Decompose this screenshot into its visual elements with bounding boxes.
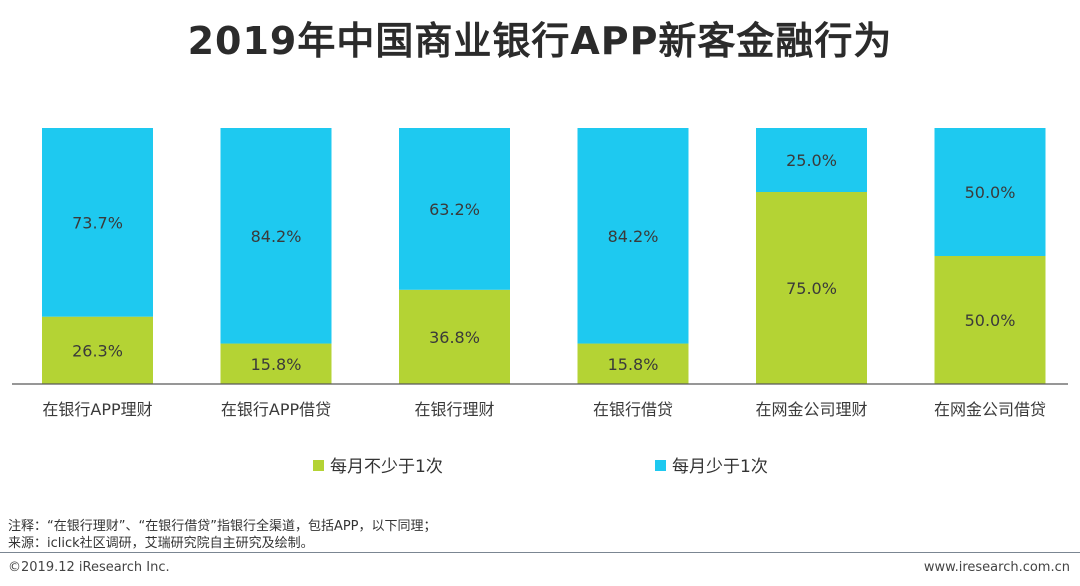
data-label: 84.2% (251, 227, 302, 246)
data-label: 75.0% (786, 279, 837, 298)
bar-segment-less-than-once (220, 128, 332, 344)
bar-segment-at-least-once (577, 343, 689, 384)
category-label: 在银行APP借贷 (221, 400, 331, 419)
bar-segment-at-least-once (399, 289, 510, 384)
data-label: 15.8% (251, 355, 302, 374)
footer-divider (0, 552, 1080, 553)
data-label: 15.8% (608, 355, 659, 374)
category-label: 在银行借贷 (593, 400, 673, 419)
bar-segment-less-than-once (399, 128, 510, 290)
bar-segment-at-least-once (220, 343, 332, 384)
copyright: ©2019.12 iResearch Inc. (8, 560, 170, 575)
chart-source: 来源：iclick社区调研，艾瑞研究院自主研究及绘制。 (8, 536, 314, 551)
data-label: 50.0% (965, 311, 1016, 330)
bar-segment-less-than-once (577, 128, 689, 344)
bar-segment-at-least-once (42, 316, 153, 384)
data-label: 36.8% (429, 328, 480, 347)
legend-swatch-green (313, 460, 324, 471)
category-label: 在银行理财 (414, 400, 494, 419)
category-label: 在网金公司借贷 (934, 400, 1046, 419)
data-label: 50.0% (965, 183, 1016, 202)
website: www.iresearch.com.cn (923, 560, 1070, 575)
legend-item-monthly-less-than-once: 每月少于1次 (655, 452, 768, 477)
bar-segment-less-than-once (756, 128, 867, 192)
data-label: 73.7% (72, 213, 123, 232)
bar-segment-less-than-once (42, 128, 153, 317)
data-label: 84.2% (608, 227, 659, 246)
category-label: 在网金公司理财 (755, 400, 867, 419)
legend-item-monthly-at-least-once: 每月不少于1次 (313, 452, 443, 477)
bar-segment-less-than-once (934, 128, 1046, 256)
category-label: 在银行APP理财 (42, 400, 152, 419)
data-label: 26.3% (72, 341, 123, 360)
data-label: 25.0% (786, 151, 837, 170)
bar-segment-at-least-once (756, 192, 867, 384)
stacked-bar-chart: 26.3% 73.7% 在银行APP理财 15.8% 84.2% 在银行APP借贷 36.8… (12, 128, 1068, 419)
legend-label: 每月少于1次 (672, 457, 768, 477)
chart-title: 2019年中国商业银行APP新客金融行为 (187, 19, 893, 63)
bar-segment-at-least-once (934, 256, 1046, 384)
legend-label: 每月不少于1次 (330, 457, 443, 477)
data-label: 63.2% (429, 200, 480, 219)
legend-swatch-blue (655, 460, 666, 471)
chart-note: 注释：“在银行理财”、“在银行借贷”指银行全渠道，包括APP，以下同理； (8, 519, 437, 534)
